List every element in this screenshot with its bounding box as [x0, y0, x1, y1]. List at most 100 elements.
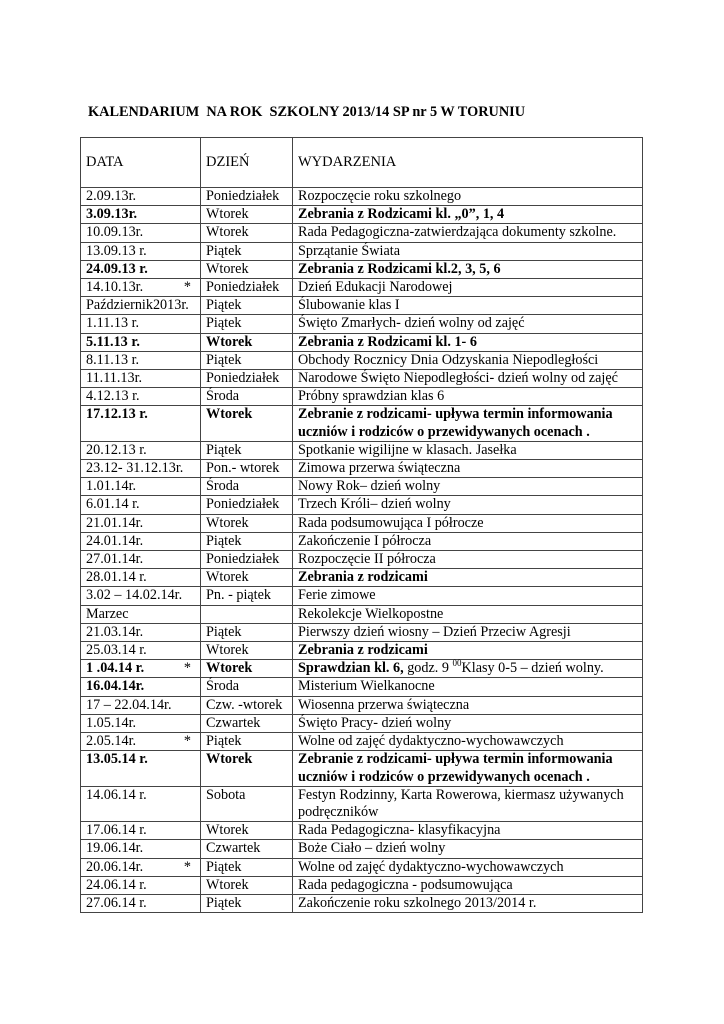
table-row: 19.06.14r. Czwartek Boże Ciało – dzień wol… — [80, 839, 643, 859]
cell-day: Piątek — [200, 893, 293, 914]
event-text: Ferie zimowe — [298, 587, 376, 604]
cell-day: Wtorek — [200, 659, 293, 679]
cell-event: Wolne od zajęć dydaktyczno-wychowawczych — [292, 732, 643, 752]
event-text: Rekolekcje Wielkopostne — [298, 605, 444, 622]
cell-event: Zebranie z rodzicami- upływa termin info… — [292, 405, 643, 442]
date-text: 6.01.14 r. — [86, 496, 140, 513]
cell-event: Misterium Wielkanocne — [292, 677, 643, 697]
date-text: 21.03.14r. — [86, 623, 144, 640]
event-text: Klasy 0-5 – dzień wolny. — [461, 660, 604, 677]
table-row: 24.01.14r. Piątek Zakończenie I półrocza — [80, 531, 643, 552]
date-text: 27.01.14r. — [86, 551, 144, 568]
cell-date: 5.11.13 r. — [80, 332, 201, 352]
cell-day: Piątek — [200, 732, 293, 752]
date-text: 2.05.14r. — [86, 733, 137, 750]
cell-event: Rozpoczęcie roku szkolnego — [292, 186, 643, 207]
cell-date: Marzec — [80, 604, 201, 624]
header-events: WYDARZENIA — [292, 137, 643, 188]
cell-date: 16.04.14r. — [80, 677, 201, 697]
event-text: Zebranie z rodzicami- upływa termin info… — [298, 751, 613, 785]
cell-day: Piątek — [200, 241, 293, 261]
cell-event: Ślubowanie klas I — [292, 296, 643, 316]
table-row: 4.12.13 r. Środa Próbny sprawdzian klas 6 — [80, 387, 643, 407]
table-row: 11.11.13r. Poniedziałek Narodowe Święto Ni… — [80, 369, 643, 389]
cell-event: Rada pedagogiczna - podsumowująca — [292, 875, 643, 895]
cell-day: Piątek — [200, 296, 293, 316]
event-text: Boże Ciało – dzień wolny — [298, 840, 446, 857]
date-text: 1.11.13 r. — [86, 315, 140, 332]
date-text: 4.12.13 r. — [86, 388, 140, 405]
cell-event: Zebrania z rodzicami — [292, 641, 643, 661]
date-text: 28.01.14 r. — [86, 569, 147, 586]
cell-day: Piątek — [200, 857, 293, 877]
date-text: 11.11.13r. — [86, 370, 143, 387]
event-text: Zebranie z rodzicami- upływa termin info… — [298, 406, 613, 440]
cell-event: Zebrania z Rodzicami kl.2, 3, 5, 6 — [292, 259, 643, 280]
event-text: Rada podsumowująca I półrocze — [298, 514, 484, 531]
cell-day: Piątek — [200, 531, 293, 552]
cell-day: Wtorek — [200, 513, 293, 533]
table-row: 20.12.13 r. Piątek Spotkanie wigilijne w k… — [80, 440, 643, 461]
event-text: Rada Pedagogiczna- klasyfikacyjna — [298, 822, 501, 839]
cell-date: 24.01.14r. — [80, 531, 201, 552]
cell-event: Nowy Rok– dzień wolny — [292, 477, 643, 497]
date-text: 3.02 – 14.02.14r. — [86, 587, 183, 604]
table-row: 13.05.14 r. Wtorek Zebranie z rodzicami- u… — [80, 750, 643, 787]
asterisk-marker: * — [183, 279, 191, 296]
cell-event: Rada Pedagogiczna- klasyfikacyjna — [292, 821, 643, 841]
table-row: 27.06.14 r. Piątek Zakończenie roku szkoln… — [80, 893, 643, 914]
cell-day: Pn. - piątek — [200, 586, 293, 606]
cell-date: 13.09.13 r. — [80, 241, 201, 261]
header-date: DATA — [80, 137, 201, 188]
cell-day: Czwartek — [200, 839, 293, 859]
cell-date: 14.06.14 r. — [80, 785, 201, 823]
event-text: Narodowe Święto Niepodległości- dzień wo… — [298, 370, 618, 387]
cell-day: Sobota — [200, 785, 293, 823]
asterisk-marker: * — [183, 660, 191, 677]
cell-event: Ferie zimowe — [292, 586, 643, 606]
event-text: Zebrania z Rodzicami kl. „0”, 1, 4 — [298, 206, 505, 223]
table-header-row: DATA DZIEŃ WYDARZENIA — [80, 137, 643, 188]
date-text: 21.01.14r. — [86, 514, 144, 531]
event-text: Rada pedagogiczna - podsumowująca — [298, 876, 513, 893]
table-row: 6.01.14 r. Poniedziałek Trzech Króli– dzie… — [80, 495, 643, 515]
table-row: 27.01.14r. Poniedziałek Rozpoczęcie II pół… — [80, 550, 643, 570]
event-text: Święto Pracy- dzień wolny — [298, 714, 452, 731]
cell-event: Rada podsumowująca I półrocze — [292, 513, 643, 533]
cell-day: Piątek — [200, 440, 293, 461]
event-text: Spotkanie wigilijne w klasach. Jasełka — [298, 441, 517, 458]
cell-day: Wtorek — [200, 205, 293, 225]
cell-event: Spotkanie wigilijne w klasach. Jasełka — [292, 440, 643, 461]
cell-date: 11.11.13r. — [80, 369, 201, 389]
cell-day: Wtorek — [200, 332, 293, 352]
cell-date: 3.09.13r. — [80, 205, 201, 225]
cell-day: Poniedziałek — [200, 369, 293, 389]
cell-day: Wtorek — [200, 821, 293, 841]
event-text: Wiosenna przerwa świąteczna — [298, 696, 470, 713]
event-text: Próbny sprawdzian klas 6 — [298, 388, 445, 405]
cell-day — [200, 604, 293, 624]
date-text: 8.11.13 r. — [86, 351, 140, 368]
cell-date: 20.12.13 r. — [80, 440, 201, 461]
date-text: 17 – 22.04.14r. — [86, 696, 172, 713]
date-text: 16.04.14r. — [86, 678, 145, 695]
table-row: 3.02 – 14.02.14r. Pn. - piątek Ferie zimow… — [80, 586, 643, 606]
date-text: 13.05.14 r. — [86, 751, 148, 768]
event-text: Rada Pedagogiczna-zatwierdzająca dokumen… — [298, 224, 617, 241]
cell-day: Piątek — [200, 350, 293, 371]
cell-event: Boże Ciało – dzień wolny — [292, 839, 643, 859]
cell-date: 13.05.14 r. — [80, 750, 201, 787]
cell-date: * 14.10.13r. — [80, 278, 201, 298]
table-row: 3.09.13r. Wtorek Zebrania z Rodzicami kl. … — [80, 205, 643, 225]
cell-date: Październik2013r. — [80, 296, 201, 316]
cell-day: Piątek — [200, 622, 293, 643]
date-text: 10.09.13r. — [86, 224, 144, 241]
cell-day: Wtorek — [200, 641, 293, 661]
date-text: 17.12.13 r. — [86, 406, 148, 423]
cell-day: Środa — [200, 677, 293, 697]
event-text: Obchody Rocznicy Dnia Odzyskania Niepodl… — [298, 351, 599, 368]
cell-event: Sprawdzian kl. 6, godz. 9 00Klasy 0-5 – … — [292, 659, 643, 679]
event-text: Trzech Króli– dzień wolny — [298, 496, 451, 513]
table-row: 8.11.13 r. Piątek Obchody Rocznicy Dnia Od… — [80, 350, 643, 371]
cell-event: Święto Pracy- dzień wolny — [292, 713, 643, 734]
